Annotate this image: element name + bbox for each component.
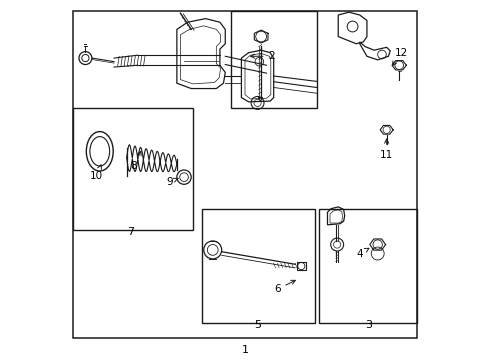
Text: 9: 9	[167, 177, 178, 187]
Text: 7: 7	[127, 227, 134, 237]
Text: 4: 4	[356, 248, 369, 258]
Text: 11: 11	[380, 139, 393, 160]
Text: 5: 5	[254, 320, 261, 330]
Text: 2: 2	[251, 51, 275, 61]
Text: 12: 12	[392, 48, 408, 66]
Text: 3: 3	[365, 320, 372, 330]
Text: 1: 1	[242, 345, 248, 355]
Text: 10: 10	[90, 165, 103, 181]
Text: 6: 6	[274, 280, 295, 294]
Text: 8: 8	[130, 151, 141, 171]
